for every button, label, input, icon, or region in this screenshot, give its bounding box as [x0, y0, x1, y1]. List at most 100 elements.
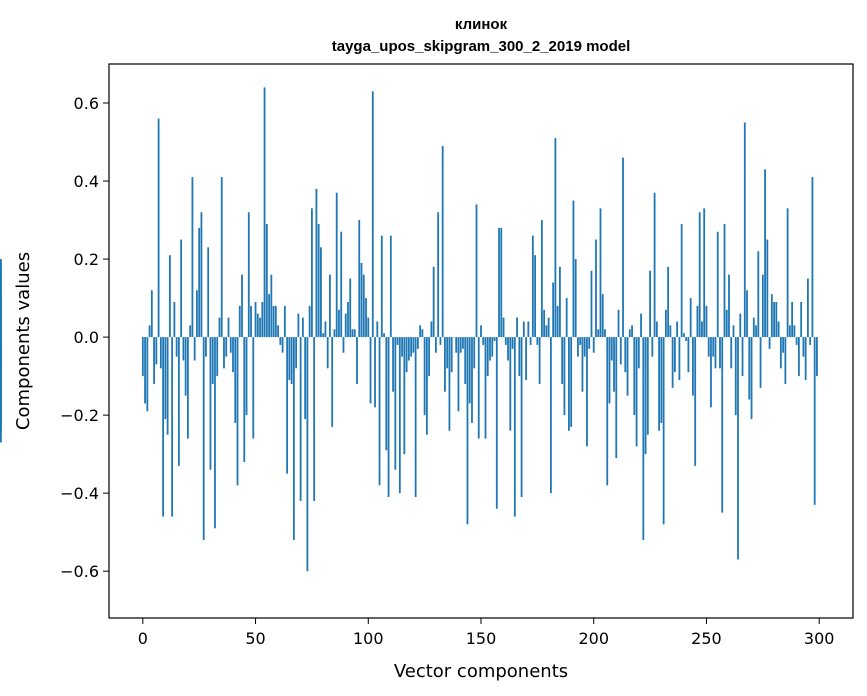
bar-41 [234, 337, 237, 423]
bar-195 [581, 337, 584, 392]
bar-7 [157, 118, 160, 338]
bar-275 [761, 274, 764, 338]
x-tick-label: 250 [691, 629, 722, 648]
bar-15 [175, 337, 178, 357]
bar-278 [768, 337, 771, 349]
bar-253 [712, 337, 715, 357]
bar-150 [480, 325, 482, 338]
bar-85 [333, 329, 336, 338]
bar-124 [421, 329, 424, 338]
bar-299 [816, 337, 818, 377]
y-axis-ticks: −0.6 −0.4 −0.2 0.0 0.2 0.4 0.6 [60, 94, 109, 581]
bar-42 [236, 337, 239, 486]
bar-268 [746, 290, 748, 338]
bar-201 [595, 239, 597, 338]
bar-231 [662, 337, 665, 525]
bar-288 [791, 301, 794, 338]
bar-199 [590, 270, 593, 338]
bar-294 [804, 337, 807, 381]
bar-286 [786, 208, 789, 338]
bar-164 [511, 337, 514, 349]
bar-167 [518, 337, 521, 377]
bar-265 [739, 313, 742, 338]
bar-230 [660, 337, 663, 423]
bar-283 [779, 337, 782, 369]
bar-22 [191, 177, 194, 338]
bar-251 [707, 337, 710, 357]
bar-122 [416, 337, 419, 349]
bar-34 [218, 317, 221, 338]
bar-248 [701, 321, 703, 338]
bar-250 [705, 305, 708, 338]
bar-47 [247, 212, 250, 338]
bar-107 [383, 333, 385, 338]
bar-26 [200, 212, 203, 338]
bar-280 [773, 301, 775, 338]
bar-152 [484, 337, 487, 439]
bar-237 [676, 321, 679, 338]
bar-293 [802, 337, 805, 357]
bar-264 [737, 337, 739, 560]
bars-group [0, 87, 818, 572]
bar-60 [277, 325, 279, 338]
bar-291 [797, 337, 800, 377]
bar-50 [254, 301, 257, 338]
bar-28 [205, 337, 207, 357]
bar-188 [565, 298, 568, 338]
bar-163 [509, 337, 512, 431]
bar-45 [243, 337, 246, 462]
bar-160 [502, 317, 505, 338]
bar-1 [144, 337, 146, 404]
bar-59 [274, 305, 277, 338]
bar-186 [561, 337, 564, 384]
bar-177 [540, 220, 543, 338]
bar-73 [306, 337, 309, 572]
bar-290 [795, 337, 798, 345]
bar-208 [610, 337, 613, 361]
bar-139 [455, 337, 458, 353]
bar-161 [504, 337, 507, 345]
bar-155 [491, 337, 494, 357]
bar-187 [563, 337, 566, 416]
bar-271 [752, 317, 755, 338]
bar-191 [572, 200, 575, 338]
bar-49 [252, 337, 255, 439]
bar-242 [687, 337, 690, 373]
bar-153 [486, 337, 489, 377]
bar-234 [669, 325, 672, 338]
bar-269 [748, 337, 751, 400]
bar-undefined [0, 298, 2, 338]
bar-210 [615, 337, 618, 459]
bar-118 [407, 337, 410, 361]
bar-82 [326, 337, 329, 369]
bar-56 [268, 294, 270, 338]
bar-169 [522, 321, 525, 338]
x-tick-label: 100 [353, 629, 384, 648]
bar-88 [340, 231, 343, 338]
bar-79 [320, 247, 322, 338]
bar-149 [477, 337, 480, 439]
bar-185 [559, 266, 561, 338]
bar-206 [606, 337, 609, 486]
bar-223 [644, 337, 647, 455]
bar-43 [238, 305, 241, 338]
bar-243 [689, 298, 692, 338]
bar-102 [371, 91, 374, 338]
bar-296 [809, 337, 812, 345]
bar-168 [520, 337, 523, 498]
bar-65 [288, 337, 291, 381]
bar-196 [583, 337, 586, 357]
bar-135 [446, 337, 449, 369]
bar-254 [714, 337, 717, 369]
bar-244 [692, 337, 694, 396]
bar-18 [182, 337, 185, 361]
bar-96 [358, 220, 361, 338]
bar-262 [732, 325, 735, 338]
bar-151 [482, 337, 485, 345]
bar-228 [655, 321, 658, 338]
bar-109 [387, 337, 390, 498]
bar-258 [723, 223, 726, 338]
bar-218 [633, 337, 636, 416]
bar-141 [459, 337, 462, 353]
